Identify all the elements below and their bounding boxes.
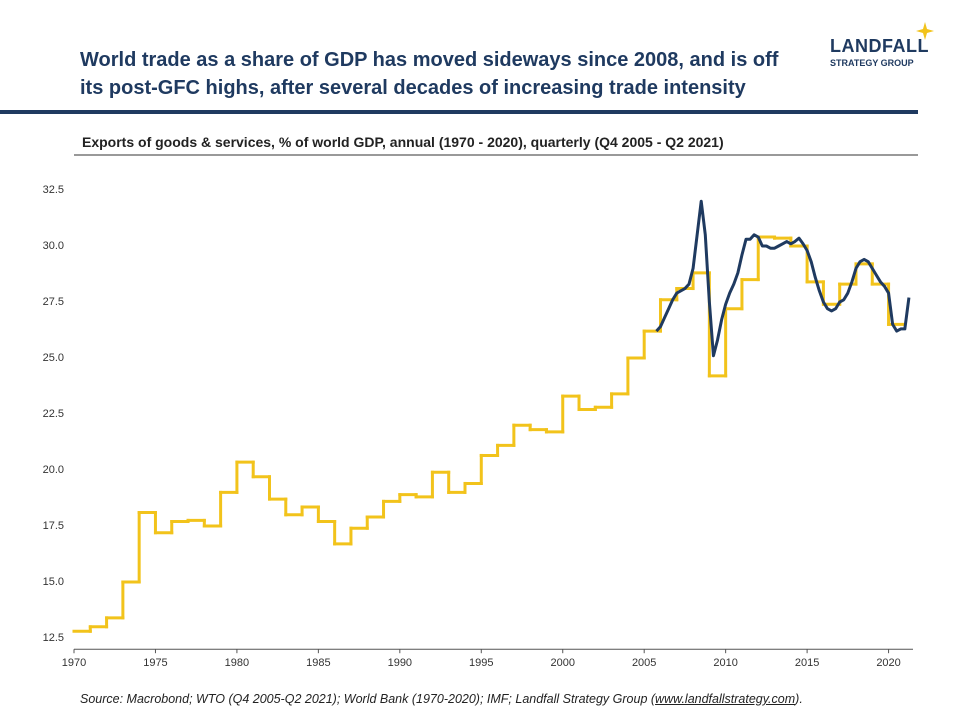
y-tick-label: 25.0 — [43, 352, 64, 364]
x-tick-label: 2020 — [876, 657, 900, 669]
x-tick-label: 1975 — [143, 657, 167, 669]
x-tick-label: 1970 — [62, 657, 86, 669]
source-text: Source: Macrobond; WTO (Q4 2005-Q2 2021)… — [80, 692, 656, 706]
logo-star — [916, 22, 934, 40]
logo-name: LANDFALL — [830, 36, 929, 56]
y-tick-label: 30.0 — [43, 240, 64, 252]
y-tick-label: 17.5 — [43, 520, 64, 532]
x-tick-label: 2000 — [550, 657, 574, 669]
y-tick-label: 27.5 — [43, 296, 64, 308]
subtitle: Exports of goods & services, % of world … — [82, 134, 724, 150]
x-tick-label: 1995 — [469, 657, 493, 669]
title-line: World trade as a share of GDP has moved … — [80, 49, 779, 71]
x-tick-label: 1985 — [306, 657, 330, 669]
x-tick-label: 1990 — [388, 657, 412, 669]
x-tick-label: 1980 — [225, 657, 249, 669]
x-tick-label: 2015 — [795, 657, 819, 669]
source: Source: Macrobond; WTO (Q4 2005-Q2 2021)… — [80, 692, 803, 706]
logo-sub: STRATEGY GROUP — [830, 58, 914, 68]
y-tick-label: 20.0 — [43, 464, 64, 476]
title: World trade as a share of GDP has moved … — [80, 46, 778, 102]
y-tick-label: 32.5 — [43, 184, 64, 196]
logo: LANDFALL STRATEGY GROUP — [830, 36, 929, 68]
y-tick-label: 22.5 — [43, 408, 64, 420]
source-text: ). — [795, 692, 803, 706]
line — [655, 199, 911, 358]
y-tick-label: 12.5 — [43, 632, 64, 644]
y-tick-label: 15.0 — [43, 576, 64, 588]
title-line: its post-GFC highs, after several decade… — [80, 77, 746, 99]
x-tick-label: 2005 — [632, 657, 656, 669]
source-link[interactable]: www.landfallstrategy.com — [655, 692, 796, 706]
x-tick-label: 2010 — [713, 657, 737, 669]
